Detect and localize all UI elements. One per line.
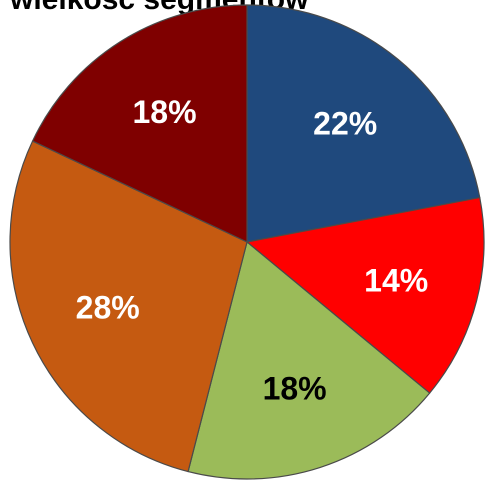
pie-slice-5 bbox=[31, 4, 248, 243]
pie-slice-label-4: 28% bbox=[76, 290, 140, 326]
pie-slice-label-1: 22% bbox=[313, 105, 377, 141]
pie-slice-label-2: 14% bbox=[364, 262, 428, 298]
pie-slice-4 bbox=[9, 140, 248, 473]
pie-slices bbox=[9, 4, 485, 480]
pie-slice-label-3: 18% bbox=[263, 371, 327, 407]
pie-slice-3 bbox=[187, 241, 431, 480]
pie-labels: 22% 14% 18% 28% 18% bbox=[76, 94, 429, 407]
pie-slice-1 bbox=[246, 4, 481, 243]
pie-slice-2 bbox=[246, 196, 485, 394]
pie-slice-label-5: 18% bbox=[132, 94, 196, 130]
